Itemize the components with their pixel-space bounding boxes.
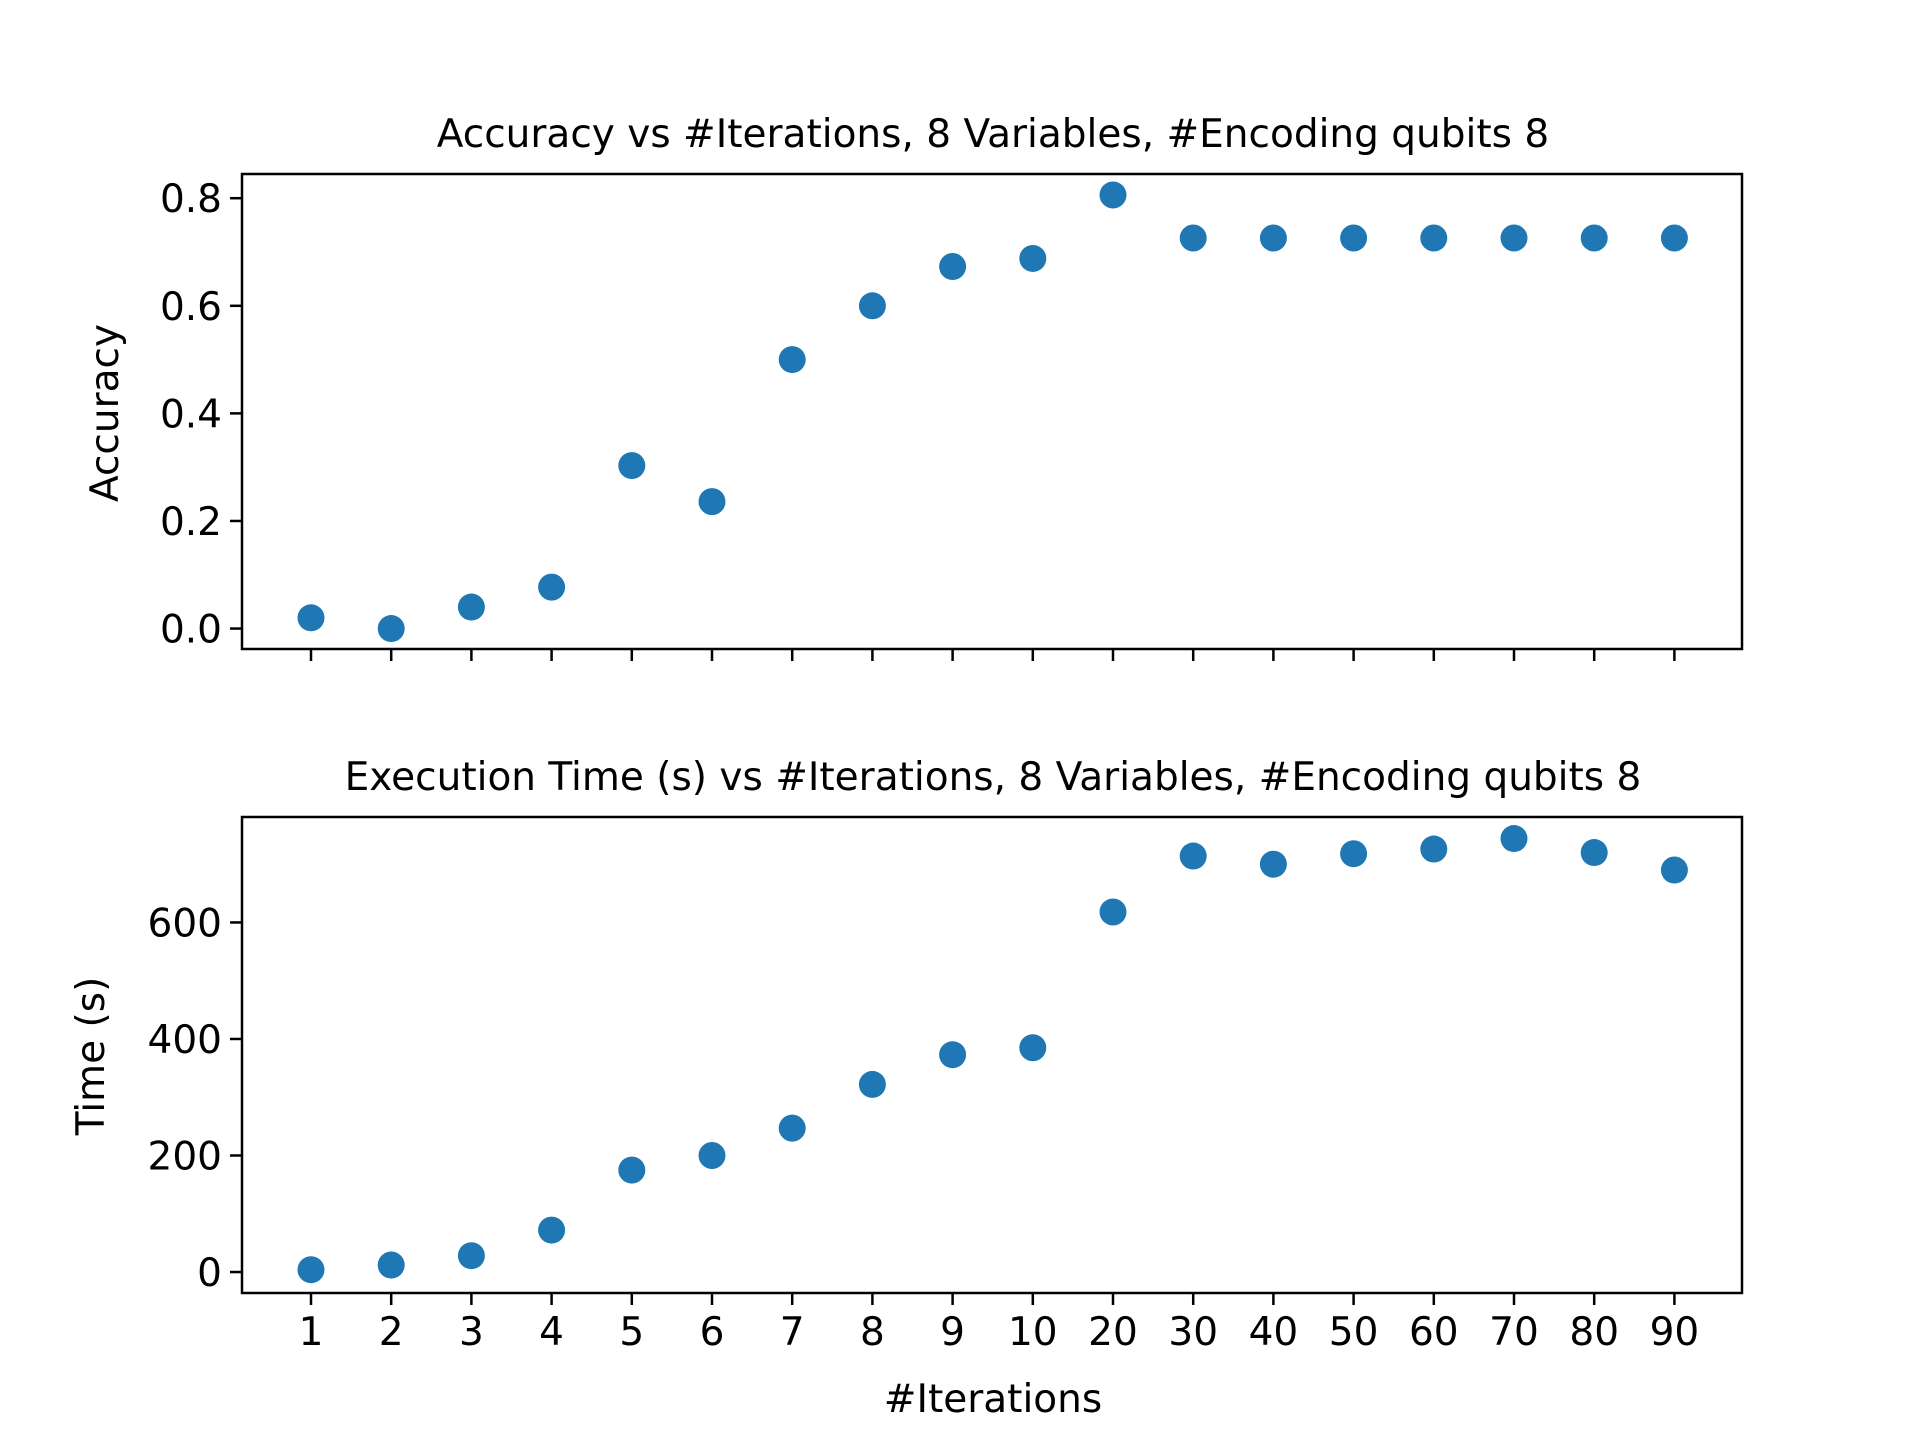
accuracy-data-point <box>858 292 886 320</box>
accuracy-y-tick-label: 0.8 <box>160 177 222 222</box>
time-x-tick-label: 2 <box>379 1310 404 1355</box>
accuracy-y-tick-label: 0.6 <box>160 285 222 330</box>
accuracy-data-point <box>1099 181 1127 209</box>
accuracy-data-point <box>1179 224 1207 252</box>
accuracy-data-point <box>1340 224 1368 252</box>
time-data-point <box>858 1070 886 1098</box>
accuracy-data-point <box>778 346 806 374</box>
time-data-point <box>778 1114 806 1142</box>
time-subplot: Execution Time (s) vs #Iterations, 8 Var… <box>69 755 1744 1422</box>
time-x-tick-label: 8 <box>860 1310 885 1355</box>
accuracy-y-tick-label: 0.2 <box>160 500 222 545</box>
time-data-point <box>1500 825 1528 853</box>
time-data-point <box>1259 850 1287 878</box>
time-data-point <box>538 1216 566 1244</box>
time-data-point <box>377 1251 405 1279</box>
accuracy-subplot: Accuracy vs #Iterations, 8 Variables, #E… <box>83 112 1744 661</box>
accuracy-data-point <box>1580 224 1608 252</box>
time-data-point <box>1340 840 1368 868</box>
time-data-point <box>1019 1034 1047 1062</box>
time-data-point <box>1179 842 1207 870</box>
accuracy-x-ticks <box>309 649 1676 661</box>
x-axis-label: #Iterations <box>884 1377 1102 1422</box>
accuracy-data-point <box>297 604 325 632</box>
time-x-tick-label: 10 <box>1008 1310 1058 1355</box>
time-y-tick-label: 400 <box>148 1018 222 1063</box>
time-plot-frame <box>240 815 1744 1295</box>
time-y-ticks: 0 200 400 600 <box>148 901 242 1296</box>
time-x-tick-label: 90 <box>1650 1310 1700 1355</box>
accuracy-data-point <box>457 593 485 621</box>
accuracy-plot-frame <box>240 172 1744 651</box>
time-x-ticks: 1 2 3 4 5 6 7 8 9 10 20 30 40 50 60 70 80 90 <box>299 1293 1700 1355</box>
accuracy-y-ticks: 0.0 0.2 0.4 0.6 0.8 <box>160 177 242 653</box>
time-data-point <box>1420 835 1448 863</box>
time-x-tick-label: 60 <box>1409 1310 1459 1355</box>
time-data-point <box>618 1156 646 1184</box>
accuracy-data-point <box>698 488 726 516</box>
time-data-point <box>698 1142 726 1170</box>
time-x-tick-label: 3 <box>459 1310 484 1355</box>
accuracy-y-tick-label: 0.4 <box>160 392 222 437</box>
time-y-axis-label: Time (s) <box>69 977 114 1137</box>
time-points <box>297 825 1688 1284</box>
time-x-tick-label: 1 <box>299 1310 324 1355</box>
time-chart-title: Execution Time (s) vs #Iterations, 8 Var… <box>345 755 1642 800</box>
accuracy-data-point <box>538 573 566 601</box>
accuracy-data-point <box>939 253 967 281</box>
time-x-tick-label: 80 <box>1569 1310 1619 1355</box>
time-x-tick-label: 20 <box>1088 1310 1138 1355</box>
accuracy-chart-title: Accuracy vs #Iterations, 8 Variables, #E… <box>437 112 1549 157</box>
time-x-tick-label: 70 <box>1489 1310 1539 1355</box>
time-data-point <box>297 1256 325 1284</box>
time-x-tick-label: 9 <box>940 1310 965 1355</box>
accuracy-y-axis-label: Accuracy <box>83 324 128 502</box>
time-y-tick-label: 0 <box>197 1251 222 1296</box>
time-x-tick-label: 5 <box>619 1310 644 1355</box>
time-data-point <box>1580 839 1608 867</box>
time-x-tick-label: 4 <box>539 1310 564 1355</box>
time-x-tick-label: 7 <box>780 1310 805 1355</box>
accuracy-data-point <box>1019 244 1047 272</box>
accuracy-data-point <box>1500 224 1528 252</box>
time-y-tick-label: 200 <box>148 1135 222 1180</box>
time-data-point <box>1099 898 1127 926</box>
accuracy-y-tick-label: 0.0 <box>160 608 222 653</box>
time-x-tick-label: 50 <box>1329 1310 1379 1355</box>
time-data-point <box>939 1041 967 1069</box>
time-data-point <box>1660 856 1688 884</box>
accuracy-points <box>297 181 1688 643</box>
time-data-point <box>457 1242 485 1270</box>
time-x-tick-label: 30 <box>1168 1310 1218 1355</box>
time-y-tick-label: 600 <box>148 901 222 946</box>
accuracy-data-point <box>377 615 405 643</box>
accuracy-data-point <box>618 452 646 480</box>
accuracy-data-point <box>1420 224 1448 252</box>
accuracy-data-point <box>1660 224 1688 252</box>
time-x-tick-label: 6 <box>700 1310 725 1355</box>
accuracy-data-point <box>1259 224 1287 252</box>
time-x-tick-label: 40 <box>1249 1310 1299 1355</box>
